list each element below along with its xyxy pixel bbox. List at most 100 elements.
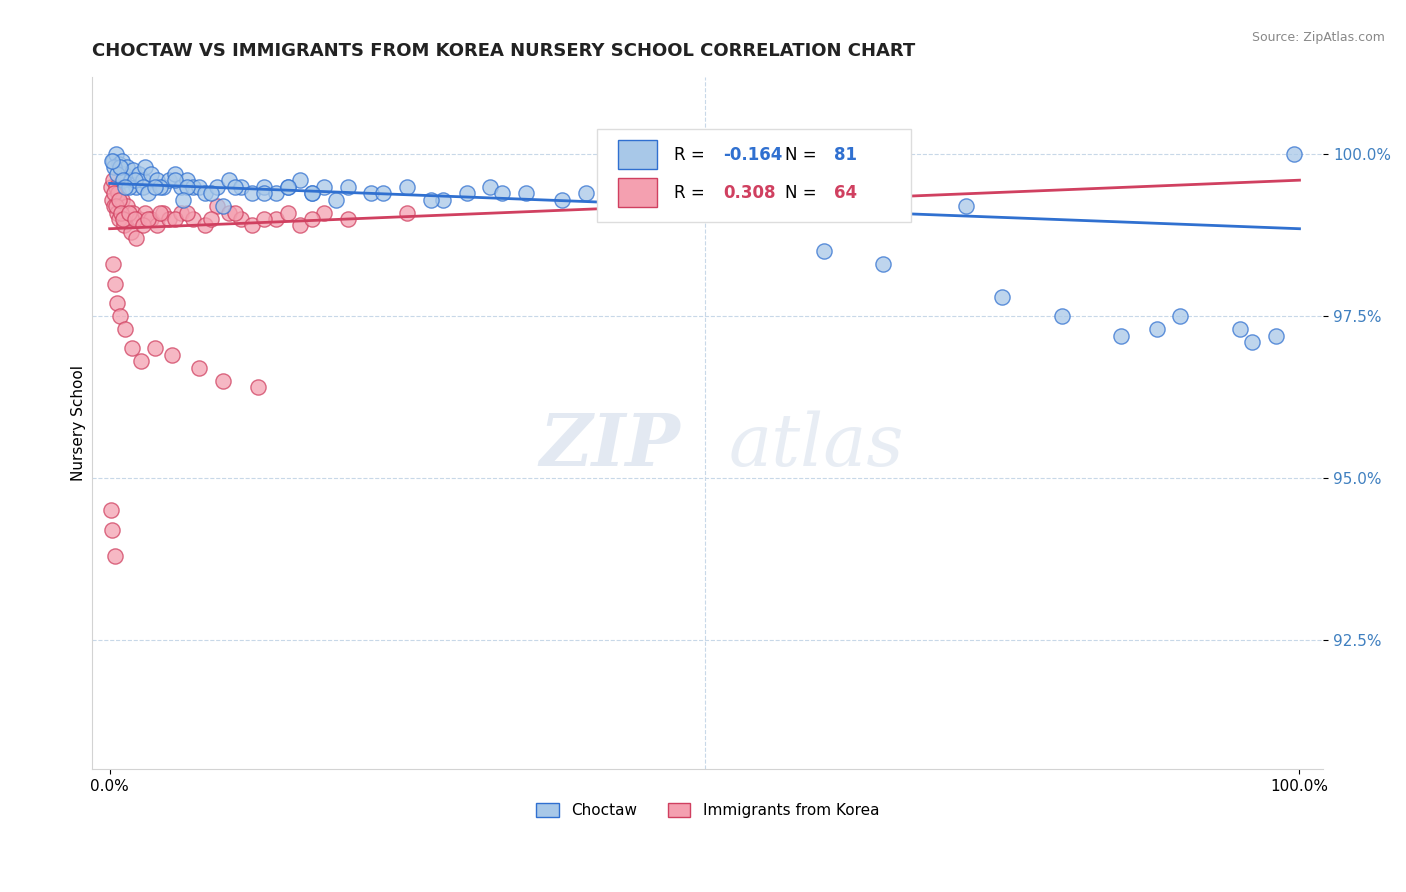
Point — [120, 225, 142, 239]
Text: -0.164: -0.164 — [724, 145, 783, 164]
Point — [1264, 328, 1286, 343]
Point — [669, 199, 692, 213]
Point — [253, 186, 276, 201]
Point — [1109, 328, 1132, 343]
Y-axis label: Nursery School: Nursery School — [72, 365, 86, 481]
Point — [176, 173, 198, 187]
Point — [114, 179, 136, 194]
Point — [218, 205, 240, 219]
Point — [121, 342, 143, 356]
Point — [132, 179, 155, 194]
Point — [110, 160, 132, 174]
Point — [118, 179, 141, 194]
Point — [551, 193, 574, 207]
Point — [141, 167, 163, 181]
Point — [101, 257, 124, 271]
Point — [634, 193, 657, 207]
Point — [100, 503, 122, 517]
Point — [789, 193, 811, 207]
Point — [101, 193, 124, 207]
Point — [110, 205, 132, 219]
Point — [105, 199, 128, 213]
Point — [277, 205, 299, 219]
Point — [122, 205, 145, 219]
Point — [247, 380, 270, 394]
Point — [124, 173, 146, 187]
Point — [128, 212, 150, 227]
Bar — [617, 178, 657, 207]
Point — [432, 193, 454, 207]
Point — [242, 219, 264, 233]
Point — [211, 199, 233, 213]
Bar — [617, 140, 657, 169]
Point — [187, 360, 209, 375]
Point — [122, 163, 145, 178]
Point — [165, 167, 187, 181]
Point — [105, 167, 128, 181]
Point — [991, 290, 1014, 304]
Point — [165, 173, 187, 187]
Point — [157, 212, 180, 227]
Point — [515, 186, 537, 201]
Point — [325, 193, 347, 207]
Point — [224, 205, 246, 219]
Point — [132, 219, 155, 233]
Point — [160, 348, 183, 362]
Point — [218, 173, 240, 187]
Point — [288, 173, 311, 187]
FancyBboxPatch shape — [596, 128, 911, 222]
Point — [143, 342, 166, 356]
Point — [100, 179, 122, 194]
Point — [110, 193, 132, 207]
Point — [146, 173, 169, 187]
Point — [396, 205, 419, 219]
Point — [112, 167, 135, 181]
Point — [149, 205, 172, 219]
Point — [128, 167, 150, 181]
Point — [205, 179, 228, 194]
Point — [253, 179, 276, 194]
Point — [301, 212, 323, 227]
Point — [146, 219, 169, 233]
Point — [134, 205, 156, 219]
Point — [103, 173, 125, 187]
Text: 0.308: 0.308 — [724, 184, 776, 202]
Point — [813, 244, 835, 259]
Point — [104, 277, 127, 291]
Point — [242, 186, 264, 201]
Text: atlas: atlas — [728, 410, 904, 481]
Point — [181, 212, 204, 227]
Point — [165, 212, 187, 227]
Point — [124, 212, 146, 227]
Point — [132, 173, 155, 187]
Point — [211, 374, 233, 388]
Point — [118, 205, 141, 219]
Point — [110, 153, 132, 168]
Text: ZIP: ZIP — [540, 410, 681, 481]
Text: 64: 64 — [834, 184, 858, 202]
Point — [1050, 309, 1073, 323]
Point — [396, 179, 419, 194]
Point — [105, 296, 128, 310]
Point — [105, 205, 128, 219]
Point — [176, 179, 198, 194]
Point — [114, 322, 136, 336]
Point — [120, 173, 142, 187]
Point — [107, 186, 129, 201]
Point — [955, 199, 977, 213]
Point — [264, 186, 287, 201]
Point — [277, 179, 299, 194]
Point — [1229, 322, 1251, 336]
Text: 81: 81 — [834, 145, 858, 164]
Point — [117, 160, 139, 174]
Point — [103, 186, 125, 201]
Point — [194, 186, 217, 201]
Text: N =: N = — [785, 145, 823, 164]
Point — [134, 160, 156, 174]
Point — [301, 186, 323, 201]
Text: N =: N = — [785, 184, 823, 202]
Point — [574, 186, 596, 201]
Point — [103, 199, 125, 213]
Point — [872, 257, 894, 271]
Point — [104, 147, 127, 161]
